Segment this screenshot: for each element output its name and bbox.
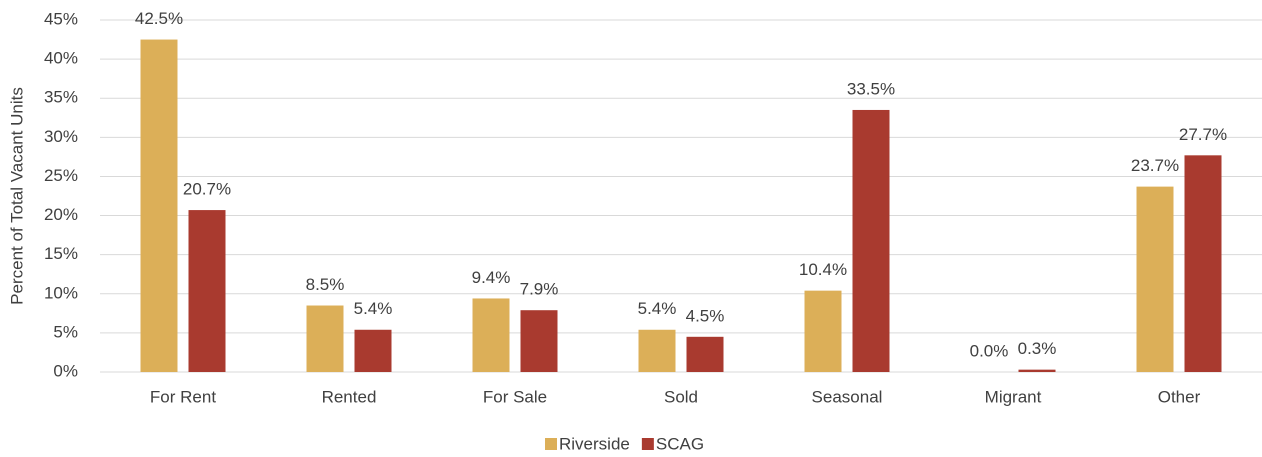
- bar: [1136, 186, 1174, 372]
- x-tick-label: Other: [1158, 387, 1201, 406]
- bar: [686, 336, 724, 372]
- data-label: 5.4%: [354, 299, 393, 318]
- data-label: 20.7%: [183, 180, 231, 199]
- x-tick-label: Seasonal: [812, 387, 883, 406]
- y-tick-label: 20%: [44, 205, 78, 224]
- legend-label: SCAG: [656, 434, 704, 453]
- bar: [140, 39, 178, 373]
- bar: [1184, 155, 1222, 372]
- data-label: 42.5%: [135, 9, 183, 28]
- data-label: 7.9%: [520, 280, 559, 299]
- data-label: 0.0%: [970, 341, 1009, 360]
- data-label: 4.5%: [686, 306, 725, 325]
- y-tick-label: 30%: [44, 127, 78, 146]
- bar: [472, 298, 510, 372]
- y-tick-label: 10%: [44, 283, 78, 302]
- bar: [306, 305, 344, 372]
- bar: [638, 329, 676, 372]
- bar: [804, 290, 842, 372]
- bar: [1018, 369, 1056, 372]
- data-label: 23.7%: [1131, 156, 1179, 175]
- x-tick-label: For Rent: [150, 387, 216, 406]
- bar: [520, 310, 558, 372]
- bar: [852, 109, 890, 372]
- data-label: 27.7%: [1179, 125, 1227, 144]
- bar: [188, 210, 226, 372]
- y-tick-label: 25%: [44, 166, 78, 185]
- data-label: 10.4%: [799, 260, 847, 279]
- y-tick-label: 40%: [44, 49, 78, 68]
- data-label: 5.4%: [638, 299, 677, 318]
- bar: [354, 329, 392, 372]
- y-tick-label: 15%: [44, 244, 78, 263]
- legend-swatch: [545, 438, 557, 450]
- y-tick-label: 35%: [44, 88, 78, 107]
- y-tick-label: 5%: [53, 322, 78, 341]
- x-tick-label: Sold: [664, 387, 698, 406]
- legend-swatch: [641, 438, 654, 450]
- legend-label: Riverside: [559, 434, 630, 453]
- x-tick-label: For Sale: [483, 387, 547, 406]
- y-axis-title: Percent of Total Vacant Units: [7, 87, 26, 305]
- y-tick-label: 45%: [44, 9, 78, 28]
- data-label: 0.3%: [1018, 339, 1057, 358]
- data-label: 8.5%: [306, 275, 345, 294]
- data-label: 9.4%: [472, 268, 511, 287]
- data-label: 33.5%: [847, 79, 895, 98]
- y-tick-label: 0%: [53, 361, 78, 380]
- x-tick-label: Rented: [322, 387, 377, 406]
- x-tick-label: Migrant: [985, 387, 1042, 406]
